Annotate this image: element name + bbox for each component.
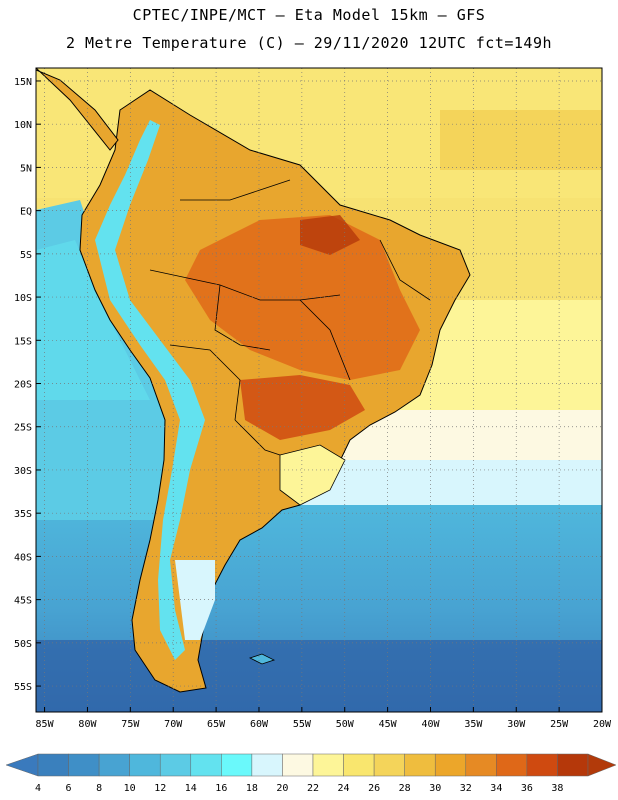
colorbar-swatch xyxy=(526,753,558,777)
map-title-line2: 2 Metre Temperature (C) – 29/11/2020 12U… xyxy=(65,34,553,52)
central-america xyxy=(36,68,119,151)
lat-label: 20S xyxy=(14,380,32,391)
colorbar-label: 16 xyxy=(215,783,227,794)
lat-label: 10S xyxy=(14,293,32,304)
colorbar-label: 8 xyxy=(96,783,102,794)
colorbar: 4 6 8 10 12 14 16 18 20 22 24 26 28 30 32 34 36 38 xyxy=(5,753,617,794)
colorbar-swatch xyxy=(68,753,100,777)
latitude-labels: 15N 10N 5N EQ 5S 10S 15S 20S 25S 30S 35S 40S 45S 50S 5… xyxy=(14,77,41,693)
map-panel xyxy=(36,68,602,712)
lon-label: 30W xyxy=(507,719,526,730)
lon-label: 70W xyxy=(164,719,183,730)
colorbar-swatch xyxy=(282,753,314,777)
colorbar-swatch xyxy=(373,753,405,777)
graticule xyxy=(36,68,602,712)
colorbar-label: 22 xyxy=(307,783,319,794)
lat-label: 45S xyxy=(14,596,32,607)
lon-label: 20W xyxy=(593,719,612,730)
colorbar-swatch xyxy=(221,753,253,777)
lon-label: 45W xyxy=(379,719,398,730)
colorbar-swatch xyxy=(465,753,497,777)
colorbar-swatch xyxy=(343,753,375,777)
colorbar-label: 10 xyxy=(124,783,136,794)
colorbar-label: 32 xyxy=(460,783,472,794)
lat-label: 5S xyxy=(20,250,32,261)
colorbar-label: 26 xyxy=(368,783,380,794)
lat-label: 55S xyxy=(14,682,32,693)
colorbar-swatch xyxy=(190,753,222,777)
lat-label: 25S xyxy=(14,423,32,434)
ocean-tropical-atlantic xyxy=(440,110,602,170)
colorbar-swatch xyxy=(129,753,161,777)
colorbar-swatch xyxy=(404,753,436,777)
southern-ocean-band xyxy=(36,640,602,712)
uruguay-region xyxy=(279,444,346,506)
lat-label: 35S xyxy=(14,509,32,520)
colorbar-label: 18 xyxy=(246,783,258,794)
colorbar-swatch xyxy=(251,753,283,777)
hot-interior-brazil xyxy=(185,215,420,380)
lat-label: 15S xyxy=(14,336,32,347)
country-borders xyxy=(149,179,431,456)
lat-label: 10N xyxy=(14,120,32,131)
lon-label: 50W xyxy=(336,719,355,730)
andes-cold-stripe xyxy=(95,120,205,660)
colorbar-label: 34 xyxy=(490,783,502,794)
lon-label: 35W xyxy=(464,719,483,730)
longitude-labels: 85W 80W 75W 70W 65W 60W 55W 50W 45W 40W 35W 30W 25W 2… xyxy=(36,707,612,730)
colorbar-swatch xyxy=(159,753,192,777)
colorbar-label: 30 xyxy=(429,783,441,794)
colorbar-label: 36 xyxy=(521,783,533,794)
lat-label: 40S xyxy=(14,552,32,563)
colorbar-label: 20 xyxy=(276,783,288,794)
lon-label: 60W xyxy=(250,719,269,730)
lat-label: 30S xyxy=(14,466,32,477)
colorbar-swatch xyxy=(557,753,589,777)
map-title-line1: CPTEC/INPE/MCT – Eta Model 15km – GFS xyxy=(132,6,486,24)
colorbar-swatch xyxy=(37,753,69,777)
pacific-cool-water xyxy=(36,240,150,400)
lon-label: 40W xyxy=(421,719,440,730)
lon-label: 85W xyxy=(36,719,55,730)
lon-label: 75W xyxy=(121,719,140,730)
lat-label: 50S xyxy=(14,639,32,650)
colorbar-label: 14 xyxy=(185,783,197,794)
lon-label: 65W xyxy=(207,719,226,730)
colorbar-label: 24 xyxy=(338,783,350,794)
colorbar-swatch xyxy=(496,753,528,777)
lon-label: 25W xyxy=(550,719,569,730)
lat-label: 5N xyxy=(20,163,32,174)
hot-chaco-region xyxy=(240,375,365,440)
lon-label: 80W xyxy=(78,719,97,730)
colorbar-low-arrow xyxy=(5,753,39,777)
colorbar-label: 4 xyxy=(35,783,41,794)
lon-label: 55W xyxy=(293,719,312,730)
lat-label: EQ xyxy=(20,207,32,218)
patagonia-cool xyxy=(175,560,215,640)
colorbar-label: 6 xyxy=(66,783,72,794)
colorbar-label: 38 xyxy=(551,783,563,794)
falkland-islands xyxy=(248,653,276,665)
lat-label: 15N xyxy=(14,77,32,88)
colorbar-high-arrow xyxy=(587,753,617,777)
colorbar-swatch xyxy=(98,753,130,777)
colorbar-label: 28 xyxy=(399,783,411,794)
colorbar-label: 12 xyxy=(154,783,166,794)
colorbar-swatch xyxy=(434,753,467,777)
map-frame xyxy=(35,67,603,713)
colorbar-swatch xyxy=(312,753,344,777)
